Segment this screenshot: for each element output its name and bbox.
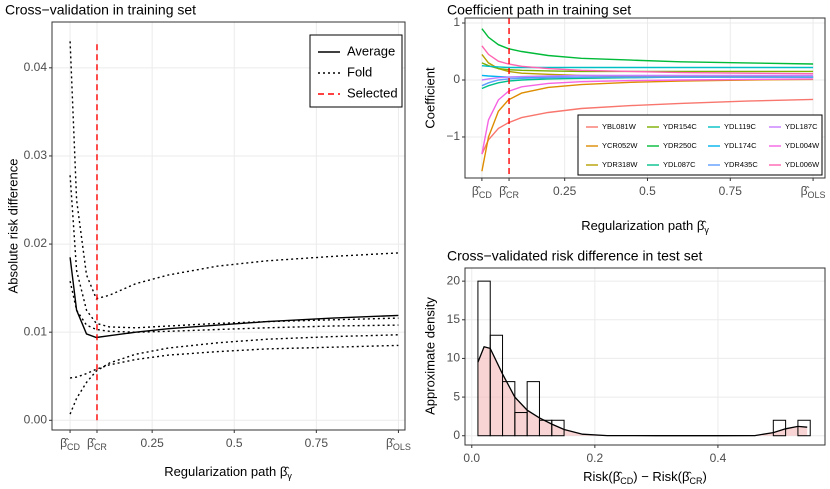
y-tick-label: 10 [447, 351, 461, 365]
series-line [481, 74, 814, 81]
x-tick-label: β̂CD [472, 184, 492, 200]
series-line [481, 78, 814, 155]
y-tick-label: −1 [446, 129, 460, 143]
series-line [481, 62, 814, 73]
x-tick-label: β̂OLS [386, 436, 411, 452]
series-line [481, 28, 814, 65]
legend-label: YDL087C [663, 160, 696, 169]
series-line [481, 98, 814, 155]
plot-border [51, 21, 406, 431]
chart-title: Cross−validation in training set [5, 2, 196, 18]
y-tick-label: 0.02 [24, 236, 48, 250]
density-line [477, 346, 808, 437]
x-tick-label: 0.5 [226, 436, 243, 450]
x-tick-label: 0.25 [140, 436, 164, 450]
x-axis-label: Risk(β̂CD​) − Risk(β̂CR​) [583, 469, 707, 486]
histogram-bar [502, 381, 516, 437]
plot-border [464, 267, 826, 446]
x-tick-label: 0.75 [305, 436, 329, 450]
histogram-bar [526, 381, 540, 437]
legend-label: Average [347, 43, 395, 58]
legend-label: YDL119C [724, 122, 757, 131]
series-line [481, 78, 814, 172]
legend-label: YDR435C [724, 160, 758, 169]
y-tick-label: 0.03 [24, 148, 48, 162]
y-axis-label: Approximate density [422, 297, 437, 415]
x-tick-label: 0.2 [587, 451, 604, 465]
x-tick-label: 0.25 [553, 184, 577, 198]
density-area [477, 346, 808, 436]
legend-label: YDL174C [724, 141, 757, 150]
histogram-bar [551, 419, 565, 437]
y-axis-label: Absolute risk difference [5, 159, 20, 294]
legend-label: YDL187C [785, 122, 818, 131]
series-line [69, 280, 399, 333]
x-tick-label: β̂CR [499, 184, 519, 200]
y-axis-label: Coefficient [422, 67, 437, 129]
y-tick-label: 0.01 [24, 324, 48, 338]
series-line [481, 45, 814, 75]
y-tick-label: 0.00 [24, 412, 48, 426]
legend-label: YDR250C [663, 141, 697, 150]
histogram-bar [772, 419, 787, 437]
x-tick-label: β̂CD [60, 436, 80, 452]
x-tick-label: 0.5 [639, 184, 656, 198]
legend-box [309, 34, 403, 108]
x-tick-label: 0.75 [719, 184, 743, 198]
x-axis-label: Regularization path β̂γ​ [164, 464, 292, 481]
legend-label: YCR052W [602, 141, 638, 150]
legend-label: YDL004W [785, 141, 820, 150]
chart-title: Cross−validated risk difference in test … [447, 248, 702, 264]
x-axis-label: Regularization path β̂γ​ [581, 218, 709, 235]
y-tick-label: 15 [447, 312, 461, 326]
y-tick-label: 0 [453, 72, 460, 86]
y-tick-label: 5 [453, 389, 460, 403]
y-tick-label: 1 [453, 15, 460, 29]
legend-label: Selected [347, 85, 398, 100]
y-tick-label: 20 [447, 273, 461, 287]
legend-label: YDR318W [602, 160, 638, 169]
legend-label: YDL006W [785, 160, 820, 169]
y-tick-label: 0.04 [24, 60, 48, 74]
legend-box [577, 114, 823, 176]
legend-label: Fold [347, 64, 372, 79]
legend-label: YDR154C [663, 122, 697, 131]
y-tick-label: 0 [453, 428, 460, 442]
series-line [481, 65, 814, 69]
x-tick-label: β̂OLS [801, 184, 826, 200]
x-tick-label: 0.0 [463, 451, 480, 465]
series-line [481, 76, 814, 87]
chart-title: Coefficient path in training set [447, 2, 631, 18]
histogram-bar [797, 419, 811, 437]
x-tick-label: 0.4 [710, 451, 727, 465]
legend-label: YBL081W [602, 122, 637, 131]
plot-border [464, 17, 826, 179]
series-line [69, 175, 399, 329]
x-tick-label: β̂CR [87, 436, 107, 452]
